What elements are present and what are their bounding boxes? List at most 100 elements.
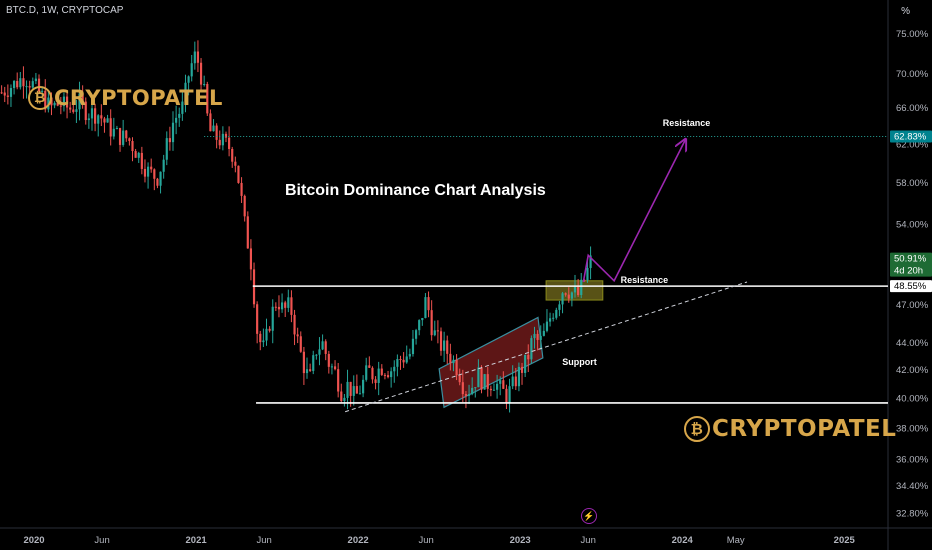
x-tick-label: Jun: [94, 535, 109, 546]
candle-body: [377, 368, 380, 383]
candle-body: [402, 359, 405, 363]
y-tick-label: 36.00%: [896, 455, 929, 466]
candle-body: [146, 166, 150, 177]
candle-body: [9, 88, 13, 97]
candle-body: [305, 369, 309, 374]
chart-title: Bitcoin Dominance Chart Analysis: [285, 182, 546, 199]
candle-body: [162, 159, 165, 172]
candle-body: [467, 393, 471, 396]
candle-body: [268, 328, 271, 331]
candle-body: [577, 286, 580, 296]
price-tag-label: 48.55%: [894, 281, 927, 292]
candle-body: [477, 367, 480, 388]
candle-body: [533, 333, 536, 339]
candle-body: [168, 138, 171, 143]
candle-body: [277, 306, 281, 310]
candle-body: [271, 306, 274, 331]
candle-body: [0, 92, 3, 94]
candle-body: [318, 349, 321, 355]
candle-body: [90, 108, 94, 119]
candle-body: [178, 113, 181, 118]
time-axis[interactable]: 2020 Jun 2021 Jun 2022 Jun 2023 Jun 2024 May 2025: [23, 535, 855, 546]
logo-text: CRYPTOPATEL: [712, 416, 897, 442]
candle-body: [240, 182, 243, 196]
candle-body: [262, 340, 265, 343]
candle-body: [122, 130, 125, 145]
candle-body: [371, 367, 374, 380]
candle-body: [190, 63, 193, 77]
candle-body: [221, 133, 224, 146]
candle-body: [555, 309, 558, 318]
candle-body: [256, 304, 259, 334]
candle-body: [150, 166, 153, 170]
support-trendline: [344, 281, 748, 413]
x-tick-label: 2023: [510, 535, 531, 546]
candle-body: [527, 354, 530, 360]
lightning-icon[interactable]: ⚡: [581, 508, 597, 524]
candle-body: [3, 92, 6, 96]
candle-body: [396, 358, 399, 367]
candle-body: [561, 293, 564, 305]
y-tick-label: 40.00%: [896, 394, 929, 405]
candle-body: [570, 292, 573, 299]
candle-body: [231, 148, 234, 162]
candle-body: [365, 365, 368, 380]
candle-body: [69, 107, 72, 110]
x-tick-label: 2025: [834, 535, 856, 546]
candle-body: [78, 93, 81, 110]
candle-body: [539, 335, 542, 340]
candle-body: [492, 389, 496, 391]
candle-body: [589, 255, 592, 268]
candlestick-series: [0, 40, 592, 413]
candle-body: [358, 393, 362, 395]
candle-body: [327, 353, 330, 367]
candle-body: [153, 169, 156, 179]
candle-body: [249, 248, 253, 270]
candle-body: [352, 386, 355, 396]
candle-body: [520, 366, 524, 373]
candle-body: [171, 122, 175, 143]
candle-body: [287, 297, 290, 308]
y-tick-label: 54.00%: [896, 219, 929, 230]
candle-body: [340, 391, 343, 401]
candle-body: [246, 216, 249, 249]
candle-body: [87, 118, 90, 121]
candle-body: [159, 171, 162, 186]
candle-body: [499, 380, 502, 384]
candle-body: [165, 138, 168, 160]
price-axis[interactable]: 75.00% 70.00% 66.00% 62.00% 58.00% 54.00% 47.0…: [890, 29, 932, 520]
candle-body: [455, 359, 458, 376]
candle-body: [573, 286, 577, 293]
candle-body: [280, 302, 284, 310]
support-label: Support: [562, 356, 597, 367]
candle-body: [206, 83, 209, 114]
candle-body: [552, 317, 555, 319]
candle-body: [399, 358, 402, 360]
candle-body: [56, 102, 59, 106]
candle-body: [439, 331, 443, 351]
y-tick-label: 58.00%: [896, 178, 929, 189]
price-tag-target: [890, 130, 932, 143]
candle-body: [215, 125, 218, 140]
candle-body: [309, 369, 312, 371]
candle-body: [471, 387, 474, 394]
candle-body: [496, 383, 499, 390]
candle-body: [567, 294, 570, 299]
candle-body: [22, 78, 25, 87]
candle-body: [234, 161, 237, 166]
bitcoin-coin-icon: ₿: [28, 86, 52, 110]
candle-body: [59, 105, 62, 107]
candle-body: [321, 341, 324, 350]
candle-body: [296, 334, 299, 337]
x-tick-label: 2021: [186, 535, 208, 546]
x-tick-label: 2024: [672, 535, 694, 546]
candle-body: [140, 152, 143, 169]
candle-body: [330, 366, 334, 368]
candle-body: [274, 306, 277, 308]
candle-body: [542, 330, 545, 336]
candle-body: [25, 86, 28, 88]
candle-body: [517, 366, 521, 387]
candle-body: [212, 125, 215, 132]
